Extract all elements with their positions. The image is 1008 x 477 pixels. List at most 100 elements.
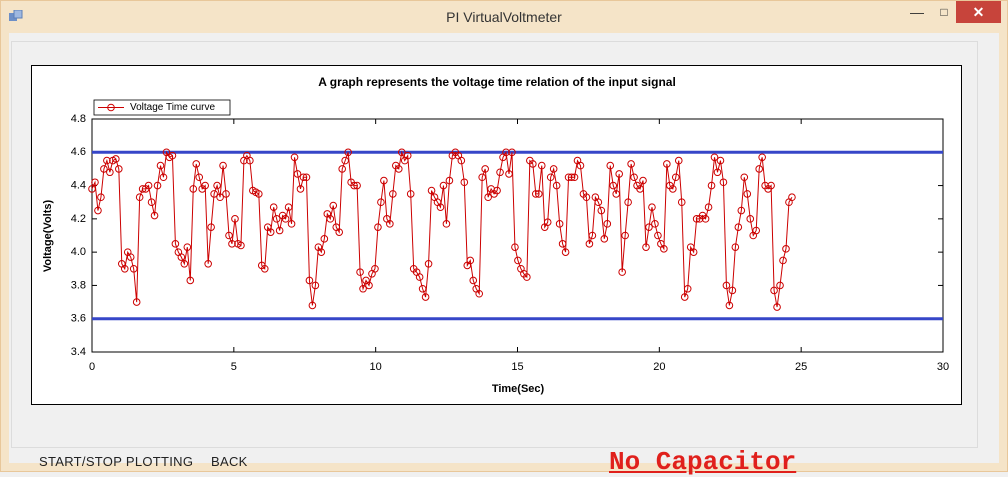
- data-point: [320, 235, 329, 243]
- data-point: [606, 161, 615, 170]
- data-point: [549, 165, 558, 173]
- data-point: [651, 220, 659, 228]
- app-icon: [9, 10, 23, 21]
- data-point: [582, 193, 591, 202]
- data-point: [481, 165, 489, 173]
- data-point: [159, 173, 168, 182]
- data-point: [326, 215, 335, 223]
- data-point: [365, 281, 373, 290]
- data-point: [374, 223, 382, 231]
- back-button[interactable]: BACK: [211, 454, 248, 469]
- data-point: [195, 173, 204, 182]
- data-point: [773, 303, 781, 311]
- data-point: [716, 156, 725, 165]
- data-point: [88, 185, 96, 193]
- close-button[interactable]: ✕: [956, 1, 1001, 23]
- data-point: [436, 203, 445, 212]
- data-point: [222, 190, 230, 198]
- data-point: [758, 153, 766, 162]
- data-point: [594, 198, 603, 207]
- data-point: [207, 223, 215, 231]
- y-tick-label: 4.8: [71, 113, 86, 125]
- data-point: [183, 243, 192, 251]
- data-point: [106, 168, 114, 177]
- data-point: [576, 161, 585, 170]
- maximize-button[interactable]: □: [940, 5, 948, 19]
- start-stop-button[interactable]: START/STOP PLOTTING: [39, 454, 194, 469]
- data-point: [150, 211, 159, 220]
- y-tick-label: 3.4: [71, 346, 86, 358]
- data-point: [359, 284, 367, 293]
- data-point: [534, 190, 543, 198]
- x-tick-label: 20: [653, 361, 665, 373]
- data-point: [91, 178, 99, 187]
- data-point: [734, 223, 743, 231]
- data-point: [654, 231, 662, 240]
- data-point: [103, 156, 111, 165]
- data-point: [636, 185, 644, 193]
- y-axis-label: Voltage(Volts): [42, 200, 54, 273]
- data-point: [171, 240, 180, 248]
- data-point: [237, 241, 245, 250]
- data-point: [722, 281, 731, 290]
- data-point: [275, 226, 284, 235]
- window-title: PI VirtualVoltmeter: [446, 9, 562, 25]
- data-point: [129, 264, 138, 273]
- data-point: [201, 181, 209, 190]
- data-point: [228, 240, 236, 248]
- data-point: [356, 268, 364, 276]
- data-point: [639, 176, 647, 185]
- data-point: [100, 165, 108, 173]
- y-tick-label: 3.6: [71, 313, 86, 325]
- y-tick-label: 3.8: [71, 279, 86, 291]
- data-point: [386, 220, 394, 228]
- data-point: [514, 256, 522, 265]
- data-point: [755, 165, 763, 173]
- minimize-button[interactable]: —: [910, 4, 924, 20]
- data-point: [484, 193, 492, 202]
- data-point: [132, 298, 141, 306]
- data-point: [543, 218, 552, 226]
- data-point: [266, 228, 275, 236]
- data-point: [627, 160, 635, 168]
- data-point: [302, 173, 311, 182]
- data-point: [767, 181, 775, 190]
- plot-area: [91, 118, 944, 353]
- data-point: [743, 190, 752, 198]
- data-point: [564, 173, 573, 182]
- data-point: [558, 240, 567, 248]
- data-point: [371, 264, 379, 273]
- data-point: [523, 273, 531, 281]
- data-point: [427, 186, 436, 195]
- data-point: [680, 293, 689, 301]
- data-point: [126, 253, 135, 261]
- data-point: [153, 181, 162, 190]
- data-point: [439, 181, 448, 190]
- data-point: [618, 268, 626, 276]
- data-point: [177, 253, 186, 261]
- data-point: [505, 170, 513, 178]
- data-point: [737, 206, 746, 215]
- data-point: [460, 178, 469, 187]
- data-point: [674, 156, 683, 165]
- title-bar: PI VirtualVoltmeter — □ ✕: [1, 1, 1007, 33]
- data-point: [287, 220, 296, 228]
- data-point: [630, 173, 638, 182]
- data-point: [216, 193, 224, 202]
- data-point: [609, 181, 618, 190]
- data-point: [597, 206, 606, 215]
- data-point: [189, 185, 198, 193]
- data-point: [418, 284, 427, 293]
- data-point: [511, 243, 519, 251]
- data-point: [457, 156, 466, 165]
- data-point: [493, 186, 501, 195]
- data-point: [710, 153, 719, 162]
- data-point: [788, 193, 796, 202]
- data-point: [341, 156, 349, 165]
- data-point: [415, 273, 424, 281]
- x-tick-label: 10: [370, 361, 382, 373]
- data-point: [567, 173, 576, 182]
- data-point: [612, 190, 621, 198]
- data-point: [707, 181, 716, 190]
- data-point: [671, 173, 680, 182]
